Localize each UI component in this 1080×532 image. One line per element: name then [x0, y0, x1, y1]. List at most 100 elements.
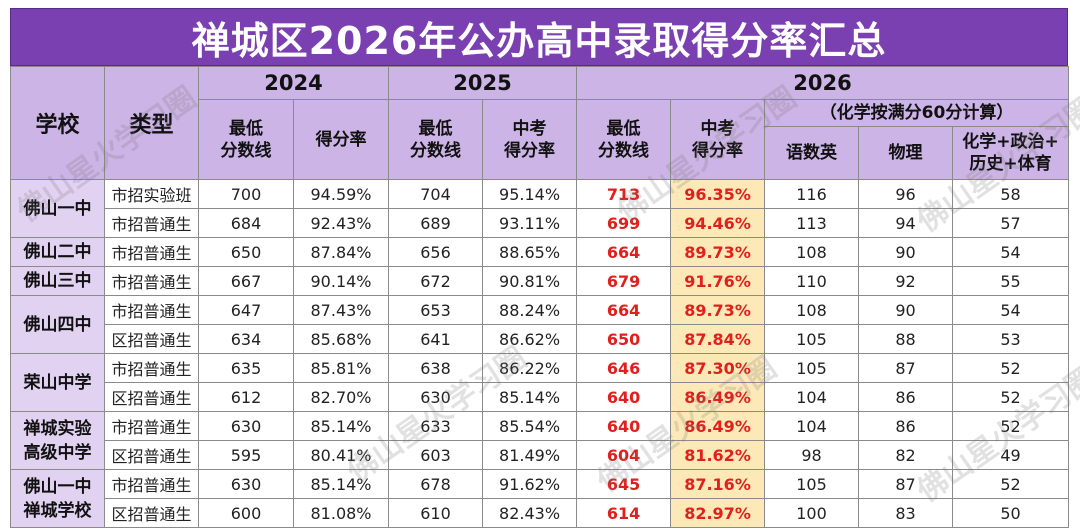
rate-2025-cell: 86.62%: [482, 324, 578, 354]
yuwen-score-cell: 104: [764, 382, 860, 412]
admission-table: 学校 类型 2024 2025 2026 最低 分数线 得分率 最低 分数线 中…: [10, 66, 1070, 528]
min-score-2026-cell: 650: [576, 324, 672, 354]
yuwen-score-cell: 116: [764, 179, 860, 209]
table-row: 区招普通生 595 80.41% 603 81.49% 604 81.62% 98 82 49: [11, 440, 1070, 470]
others-score-cell: 54: [952, 295, 1070, 325]
rate-2024-cell: 90.14%: [292, 266, 390, 296]
header-type: 类型: [104, 66, 199, 180]
min-score-2024-cell: 600: [198, 498, 294, 528]
others-score-cell: 58: [952, 179, 1070, 209]
rate-2026-cell: 82.97%: [670, 498, 766, 528]
header-physics: 物理: [858, 126, 954, 180]
physics-score-cell: 87: [858, 469, 954, 499]
table-row: 市招普通生 684 92.43% 689 93.11% 699 94.46% 113 94 57: [11, 208, 1070, 238]
min-score-2025-cell: 610: [388, 498, 484, 528]
rate-2024-cell: 87.43%: [292, 295, 390, 325]
rate-2024-cell: 87.84%: [292, 237, 390, 267]
header-zk-label-1: 中考: [512, 118, 547, 139]
min-score-2026-cell: 640: [576, 411, 672, 441]
physics-score-cell: 90: [858, 237, 954, 267]
header-min-label-2: 分数线: [598, 140, 650, 161]
type-cell: 市招普通生: [104, 469, 199, 499]
header-others: 化学+政治+ 历史+体育: [952, 126, 1070, 180]
physics-score-cell: 90: [858, 295, 954, 325]
school-name-line: 高级中学: [23, 442, 92, 463]
yuwen-score-cell: 113: [764, 208, 860, 238]
min-score-2024-cell: 635: [198, 353, 294, 383]
rate-2024-cell: 85.68%: [292, 324, 390, 354]
min-score-2026-cell: 664: [576, 295, 672, 325]
header-yuwen: 语数英: [764, 126, 860, 180]
rate-2026-cell: 87.30%: [670, 353, 766, 383]
school-name-line: 佛山一中: [23, 198, 92, 219]
rate-2025-cell: 81.49%: [482, 440, 578, 470]
rate-2025-cell: 93.11%: [482, 208, 578, 238]
header-others-label-1: 化学+政治+: [962, 132, 1059, 152]
header-min-label-1: 最低: [229, 118, 263, 139]
school-name-cell: 佛山一中: [10, 179, 105, 238]
rate-2025-cell: 88.24%: [482, 295, 578, 325]
rate-2025-cell: 90.81%: [482, 266, 578, 296]
yuwen-score-cell: 108: [764, 237, 860, 267]
school-name-line: 佛山三中: [23, 271, 92, 291]
table-row: 区招普通生 600 81.08% 610 82.43% 614 82.97% 100 83 50: [11, 498, 1070, 528]
min-score-2024-cell: 630: [198, 411, 294, 441]
min-score-2026-cell: 699: [576, 208, 672, 238]
school-name-line: 佛山一中: [23, 476, 92, 497]
type-cell: 市招普通生: [104, 237, 199, 267]
header-2024-min-score: 最低 分数线: [198, 99, 294, 180]
yuwen-score-cell: 104: [764, 411, 860, 441]
physics-score-cell: 86: [858, 382, 954, 412]
others-score-cell: 54: [952, 237, 1070, 267]
table-row: 佛山三中 市招普通生 667 90.14% 672 90.81% 679 91.76% 110 9…: [10, 266, 1070, 296]
min-score-2024-cell: 667: [198, 266, 294, 296]
others-score-cell: 50: [952, 498, 1070, 528]
type-cell: 市招普通生: [104, 295, 199, 325]
header-2026-note: （化学按满分60分计算）: [764, 99, 1070, 127]
min-score-2025-cell: 704: [388, 179, 484, 209]
rate-2025-cell: 86.22%: [482, 353, 578, 383]
header-school: 学校: [10, 66, 105, 180]
rate-2026-cell: 91.76%: [670, 266, 766, 296]
yuwen-score-cell: 98: [764, 440, 860, 470]
rate-2025-cell: 85.14%: [482, 382, 578, 412]
header-2025-zk-rate: 中考 得分率: [482, 99, 578, 180]
school-name-line: 禅城学校: [23, 500, 92, 521]
yuwen-score-cell: 105: [764, 469, 860, 499]
school-name-line: 佛山二中: [23, 242, 92, 262]
min-score-2026-cell: 646: [576, 353, 672, 383]
physics-score-cell: 83: [858, 498, 954, 528]
min-score-2025-cell: 672: [388, 266, 484, 296]
table-row: 荣山中学 市招普通生 635 85.81% 638 86.22% 646 87.30% 105 8…: [10, 353, 1070, 412]
physics-score-cell: 82: [858, 440, 954, 470]
rate-2026-cell: 87.16%: [670, 469, 766, 499]
school-name-cell: 佛山三中: [10, 266, 105, 296]
others-score-cell: 55: [952, 266, 1070, 296]
min-score-2026-cell: 664: [576, 237, 672, 267]
school-name-line: 荣山中学: [23, 372, 92, 393]
physics-score-cell: 86: [858, 411, 954, 441]
min-score-2025-cell: 638: [388, 353, 484, 383]
rate-2024-cell: 80.41%: [292, 440, 390, 470]
physics-score-cell: 92: [858, 266, 954, 296]
min-score-2024-cell: 595: [198, 440, 294, 470]
header-year-2024: 2024: [197, 66, 390, 100]
min-score-2024-cell: 634: [198, 324, 294, 354]
type-cell: 区招普通生: [104, 324, 199, 354]
header-2026-zk-rate: 中考 得分率: [670, 99, 766, 180]
header-min-label-2: 分数线: [220, 140, 272, 161]
type-cell: 区招普通生: [104, 382, 199, 412]
min-score-2025-cell: 603: [388, 440, 484, 470]
school-name-cell: 佛山二中: [10, 237, 105, 267]
rate-2026-cell: 89.73%: [670, 237, 766, 267]
others-score-cell: 52: [952, 469, 1070, 499]
rate-2024-cell: 85.14%: [292, 469, 390, 499]
rate-2026-cell: 87.84%: [670, 324, 766, 354]
physics-score-cell: 94: [858, 208, 954, 238]
min-score-2026-cell: 614: [576, 498, 672, 528]
min-score-2025-cell: 641: [388, 324, 484, 354]
min-score-2024-cell: 700: [198, 179, 294, 209]
rate-2026-cell: 86.49%: [670, 382, 766, 412]
physics-score-cell: 87: [858, 353, 954, 383]
header-2024-rate: 得分率: [292, 99, 390, 180]
